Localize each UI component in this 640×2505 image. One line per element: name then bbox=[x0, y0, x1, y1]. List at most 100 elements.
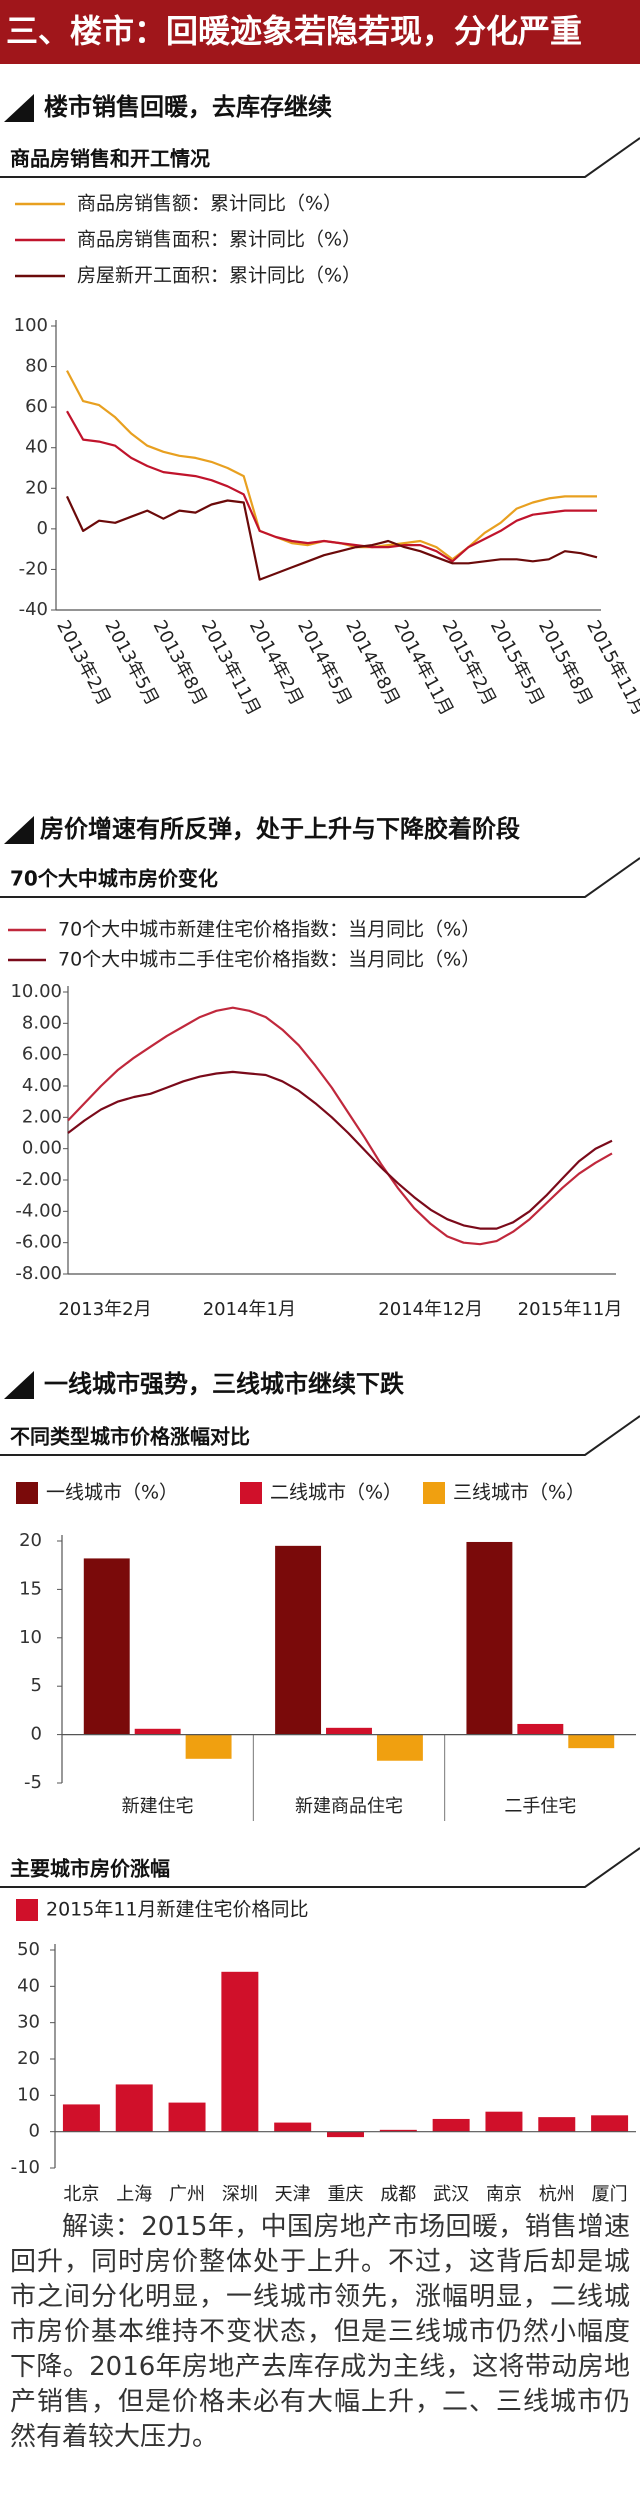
section-icon bbox=[4, 94, 34, 122]
legend-label: 2015年11月新建住宅价格同比 bbox=[46, 1899, 309, 1921]
y-tick-label: 20 bbox=[19, 1530, 42, 1551]
x-tick-label: 2013年2月 bbox=[58, 1299, 151, 1320]
y-tick-label: 50 bbox=[17, 1939, 40, 1960]
y-tick-label: 2.00 bbox=[22, 1106, 62, 1127]
y-tick-label: 20 bbox=[17, 2048, 40, 2069]
x-tick-label: 新建商品住宅 bbox=[295, 1796, 403, 1817]
x-tick-label: 杭州 bbox=[539, 2184, 575, 2205]
bar bbox=[466, 1541, 513, 1735]
y-tick-label: 15 bbox=[19, 1578, 42, 1599]
legend-label: 商品房销售额：累计同比（%） bbox=[77, 193, 342, 215]
y-tick-label: 0 bbox=[29, 2121, 40, 2142]
chart-title: 商品房销售和开工情况 bbox=[10, 147, 210, 171]
y-tick-label: 8.00 bbox=[22, 1012, 62, 1033]
section-heading: 房价增速有所反弹，处于上升与下降胶着阶段 bbox=[40, 815, 520, 843]
y-tick-label: -4.00 bbox=[15, 1200, 62, 1221]
banner bbox=[0, 0, 640, 64]
title-rule bbox=[0, 137, 640, 178]
y-tick-label: 10 bbox=[19, 1627, 42, 1648]
series-line bbox=[67, 1006, 613, 1246]
x-tick-label: 2014年12月 bbox=[378, 1299, 483, 1320]
section-heading: 一线城市强势，三线城市继续下跌 bbox=[44, 1370, 405, 1398]
bar bbox=[83, 1558, 130, 1735]
x-tick-label: 广州 bbox=[169, 2184, 205, 2205]
legend-swatch bbox=[423, 1482, 445, 1504]
y-tick-label: 40 bbox=[17, 1975, 40, 1996]
bar bbox=[185, 1734, 232, 1759]
x-tick-label: 天津 bbox=[275, 2184, 311, 2205]
bar bbox=[326, 1727, 372, 1735]
legend-swatch bbox=[16, 1482, 38, 1504]
series-line bbox=[67, 1070, 613, 1230]
bar bbox=[568, 1734, 615, 1749]
x-tick-label: 北京 bbox=[63, 2184, 99, 2205]
y-tick-label: 60 bbox=[25, 396, 48, 417]
bar bbox=[275, 1545, 322, 1735]
bar bbox=[591, 2115, 629, 2132]
y-tick-label: -8.00 bbox=[15, 1263, 62, 1284]
title-rule bbox=[0, 1415, 640, 1456]
y-tick-label: 4.00 bbox=[22, 1075, 62, 1096]
bar bbox=[115, 2084, 153, 2132]
x-tick-label: 2015年11月 bbox=[582, 617, 640, 719]
section-icon bbox=[4, 1371, 34, 1399]
legend-label: 二线城市（%） bbox=[270, 1482, 402, 1504]
y-tick-label: 0.00 bbox=[22, 1138, 62, 1159]
chart-title: 70个大中城市房价变化 bbox=[10, 867, 218, 891]
x-tick-label: 重庆 bbox=[328, 2184, 364, 2205]
y-tick-label: -10 bbox=[11, 2157, 40, 2178]
y-tick-label: 6.00 bbox=[22, 1044, 62, 1065]
y-tick-label: 10 bbox=[17, 2084, 40, 2105]
x-tick-label: 成都 bbox=[380, 2184, 416, 2205]
legend-label: 商品房销售面积：累计同比（%） bbox=[77, 229, 361, 251]
legend-swatch bbox=[240, 1482, 262, 1504]
bar bbox=[485, 2111, 523, 2132]
banner-title: 三、楼市：回暖迹象若隐若现，分化严重 bbox=[6, 12, 582, 50]
x-tick-label: 上海 bbox=[116, 2184, 152, 2205]
x-tick-label: 深圳 bbox=[222, 2184, 258, 2205]
bar bbox=[221, 1971, 259, 2132]
legend-label: 一线城市（%） bbox=[46, 1482, 178, 1504]
bar bbox=[62, 2104, 100, 2132]
series-line bbox=[66, 495, 598, 581]
x-tick-label: 2014年1月 bbox=[203, 1299, 296, 1320]
y-tick-label: -5 bbox=[24, 1772, 42, 1793]
x-tick-label: 武汉 bbox=[433, 2184, 469, 2205]
chart-title: 不同类型城市价格涨幅对比 bbox=[10, 1425, 250, 1449]
y-tick-label: -6.00 bbox=[15, 1232, 62, 1253]
legend-swatch bbox=[16, 1899, 38, 1921]
bar bbox=[376, 1734, 423, 1761]
bar bbox=[538, 2117, 576, 2132]
bar bbox=[134, 1728, 181, 1735]
series-line bbox=[66, 410, 597, 563]
legend-label: 70个大中城市新建住宅价格指数：当月同比（%） bbox=[58, 919, 480, 941]
section-heading: 楼市销售回暖，去库存继续 bbox=[44, 93, 332, 121]
x-tick-label: 南京 bbox=[486, 2184, 522, 2205]
x-tick-label: 厦门 bbox=[592, 2184, 628, 2205]
legend-label: 三线城市（%） bbox=[453, 1482, 585, 1504]
x-tick-label: 2015年11月 bbox=[518, 1299, 623, 1320]
chart-title: 主要城市房价涨幅 bbox=[10, 1857, 170, 1881]
y-tick-label: 10.00 bbox=[10, 981, 62, 1002]
legend-label: 70个大中城市二手住宅价格指数：当月同比（%） bbox=[58, 949, 480, 971]
y-tick-label: 80 bbox=[25, 356, 48, 377]
infographic: 三、楼市：回暖迹象若隐若现，分化严重 楼市销售回暖，去库存继续 房价增速有所反弹… bbox=[0, 0, 640, 2205]
y-tick-label: 5 bbox=[31, 1675, 42, 1696]
bar bbox=[517, 1723, 564, 1735]
x-tick-label: 新建住宅 bbox=[122, 1796, 194, 1817]
title-rule bbox=[0, 857, 640, 898]
commentary: 解读：2015年，中国房地产市场回暖，销售增速回升，同时房价整体处于上升。不过，… bbox=[10, 2212, 630, 2452]
y-tick-label: 0 bbox=[31, 1724, 42, 1745]
x-tick-label: 二手住宅 bbox=[504, 1796, 576, 1817]
bar bbox=[327, 2131, 364, 2138]
legend-label: 房屋新开工面积：累计同比（%） bbox=[77, 265, 361, 287]
y-tick-label: -2.00 bbox=[15, 1169, 62, 1190]
y-tick-label: -40 bbox=[19, 599, 48, 620]
bar bbox=[274, 2122, 312, 2132]
y-tick-label: 0 bbox=[37, 518, 48, 539]
y-tick-label: 40 bbox=[25, 437, 48, 458]
bar bbox=[379, 2129, 417, 2132]
y-tick-label: 20 bbox=[25, 477, 48, 498]
bar bbox=[432, 2118, 470, 2132]
